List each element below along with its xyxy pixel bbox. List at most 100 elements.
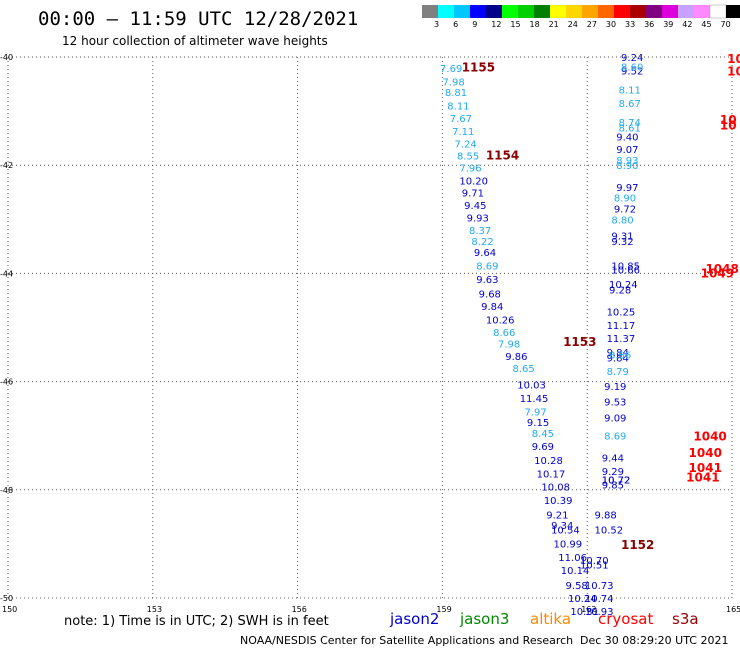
data-points: 10.209.71 9.45 9.93 9.64 9.63 9.68 9.84 10.26 9.…	[440, 53, 643, 618]
pass-label: 1049	[701, 266, 734, 280]
data-point-label: 10.24	[568, 594, 597, 605]
legend-label: 27	[587, 20, 597, 29]
data-point-label: 10.70	[580, 556, 609, 567]
data-point-label: 10.08	[541, 483, 570, 494]
data-point-label: 8.45	[532, 429, 554, 440]
data-point-label: 9.71	[462, 188, 484, 199]
legend-swatch	[454, 5, 470, 18]
legend-swatch	[566, 5, 582, 18]
data-point-label: 10.54	[551, 525, 580, 536]
data-point-label: 9.69	[532, 442, 554, 453]
satellite-legend-item: altika	[530, 610, 571, 628]
data-point-label: 8.11	[447, 102, 469, 113]
x-tick-label: 165	[726, 605, 740, 614]
satellite-legend-item: cryosat	[598, 610, 653, 628]
satellite-legend-item: s3a	[672, 610, 699, 628]
x-tick-label: 162	[581, 605, 596, 614]
data-point-label: 9.86	[505, 352, 527, 363]
data-point-label: 9.84	[607, 348, 629, 359]
pass-label: 1048	[705, 262, 738, 276]
data-point-label: 8.66	[493, 328, 515, 339]
axis-ticks: 150 153 156 159 162 165 -40 -42 -44 -46 -48 -50	[0, 53, 740, 614]
data-point-label: 9.63	[476, 275, 498, 286]
data-point-label: 8.86	[609, 351, 631, 362]
data-point-label: 9.45	[464, 201, 486, 212]
legend-label: 15	[510, 20, 520, 29]
data-point-label: 9.58	[566, 581, 588, 592]
pass-labels: 1155115411531152104010401041104110481049…	[462, 52, 740, 552]
data-point-label: 8.81	[445, 88, 467, 99]
data-point-label: 10.03	[517, 380, 546, 391]
legend-label: 21	[549, 20, 559, 29]
y-tick-label: -48	[0, 486, 13, 495]
pass-label: 10	[720, 119, 737, 133]
data-point-label: 10.31	[570, 607, 599, 618]
legend-label: 18	[530, 20, 540, 29]
data-point-label: 8.69	[476, 261, 498, 272]
data-point-label: 8.65	[512, 364, 534, 375]
plot-area	[7, 56, 733, 599]
data-point-label: 10.72	[602, 476, 631, 487]
data-point-label: 9.29	[602, 467, 624, 478]
legend-label: 6	[453, 20, 458, 29]
data-point-label: 9.84	[607, 353, 629, 364]
pass-label: 1040	[693, 430, 726, 444]
data-point-label: 10.99	[553, 539, 582, 550]
data-point-label: 9.85	[602, 480, 624, 491]
data-point-label: 7.98	[442, 77, 464, 88]
pass-label: 1153	[563, 335, 596, 349]
x-tick-label: 159	[436, 605, 451, 614]
pass-label: 1040	[689, 446, 722, 460]
data-point-label: 10.66	[611, 266, 640, 277]
satellite-legend-item: jason2	[389, 610, 439, 628]
y-tick-label: -42	[0, 161, 13, 170]
legend-swatch	[438, 5, 454, 18]
data-point-label: 8.80	[611, 215, 633, 226]
data-point-label: 7.69	[440, 64, 462, 75]
satellite-legend-item: jason3	[459, 610, 509, 628]
data-point-label: 9.40	[616, 133, 638, 144]
data-point-label: 9.64	[474, 248, 496, 259]
data-point-label: 8.79	[607, 367, 629, 378]
chart-title: 00:00 – 11:59 UTC 12/28/2021	[38, 8, 358, 30]
legend-swatch	[550, 5, 566, 18]
data-point-label: 10.17	[537, 470, 566, 481]
legend-swatch	[614, 5, 630, 18]
data-point-label: 8.90	[614, 194, 636, 205]
pass-label: 1155	[462, 61, 495, 75]
y-tick-label: -44	[0, 269, 13, 278]
data-point-label: 8.74	[619, 118, 641, 129]
data-point-label: 9.52	[621, 67, 643, 78]
pass-label: 10	[727, 52, 740, 66]
data-point-label: 10.93	[585, 607, 614, 618]
data-point-label: 8.93	[616, 156, 638, 167]
data-point-label: 9.97	[616, 183, 638, 194]
footer-timestamp: Dec 30 08:29:20 UTC 2021	[580, 634, 728, 647]
data-point-label: 9.93	[467, 214, 489, 225]
chart-subtitle: 12 hour collection of altimeter wave hei…	[62, 34, 328, 48]
data-point-label: 10.85	[611, 261, 640, 272]
pass-label: 1041	[689, 461, 722, 475]
legend-swatch	[534, 5, 550, 18]
legend-label: 33	[625, 20, 635, 29]
legend-label: 9	[472, 20, 477, 29]
data-point-label: 11.45	[520, 394, 549, 405]
y-tick-label: -50	[0, 594, 13, 603]
data-point-label: 8.37	[469, 226, 491, 237]
data-point-label: 10.26	[486, 315, 515, 326]
legend-label: 36	[644, 20, 654, 29]
data-point-label: 10.52	[595, 525, 624, 536]
data-point-label: 7.96	[459, 163, 481, 174]
legend-swatch	[502, 5, 518, 18]
pass-label: 1152	[621, 538, 654, 552]
legend-label: 45	[701, 20, 711, 29]
data-point-label: 9.24	[621, 53, 643, 64]
legend-swatch	[678, 5, 694, 18]
data-point-label: 11.06	[558, 553, 587, 564]
data-point-label: 9.09	[604, 413, 626, 424]
footer-note: note: 1) Time is in UTC; 2) SWH is in fe…	[64, 614, 329, 629]
legend-swatch	[582, 5, 598, 18]
legend-label: 24	[568, 20, 578, 29]
data-point-label: 9.31	[611, 232, 633, 243]
